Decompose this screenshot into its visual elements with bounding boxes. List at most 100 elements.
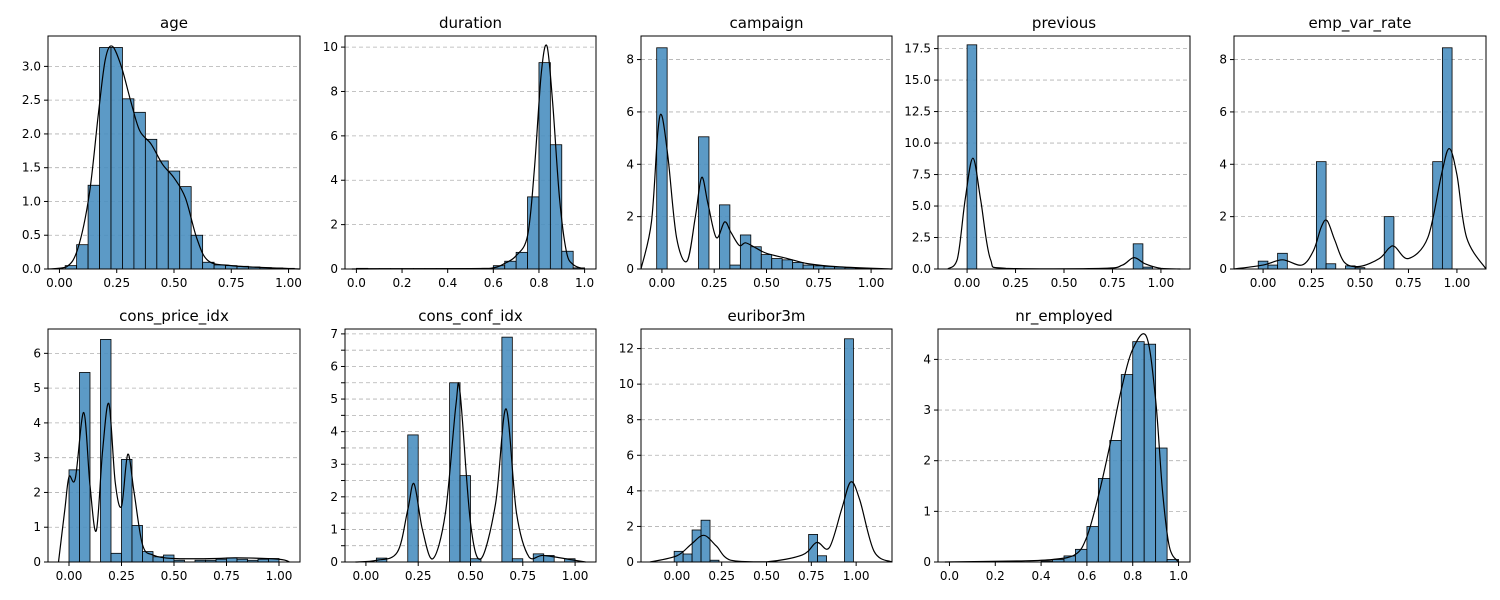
- histogram-bar: [739, 234, 752, 270]
- subplot-title: nr_employed: [1015, 307, 1113, 326]
- y-tick-label: 2: [626, 519, 634, 533]
- y-tick-label: 4: [626, 484, 634, 498]
- x-tick-label: 0.0: [347, 276, 366, 290]
- y-tick-label: 1: [923, 504, 931, 518]
- x-tick-label: 0.50: [161, 276, 188, 290]
- histogram-bar: [817, 555, 827, 563]
- x-tick-label: 0.75: [1099, 276, 1126, 290]
- histogram-bar: [1109, 440, 1122, 563]
- y-tick-label: 0.0: [22, 262, 41, 276]
- kde-curve: [1233, 147, 1487, 270]
- x-tick-label: 0.4: [438, 276, 457, 290]
- y-tick-label: 8: [626, 53, 634, 67]
- subplot-title: age: [160, 14, 188, 32]
- y-tick-label: 6: [626, 105, 634, 119]
- kde-curve: [351, 44, 585, 270]
- histogram-bar: [1325, 263, 1337, 270]
- histogram-bar: [121, 459, 133, 563]
- subplot-title: cons_price_idx: [119, 307, 229, 326]
- y-tick-label: 6: [33, 346, 41, 360]
- histogram-bar: [1315, 161, 1327, 270]
- y-tick-label: 0: [33, 555, 41, 569]
- x-tick-label: 0.00: [56, 569, 83, 583]
- x-tick-label: 1.0: [1169, 569, 1188, 583]
- histogram-bar: [966, 44, 978, 270]
- x-tick-label: 0.2: [986, 569, 1005, 583]
- x-tick-label: 0.8: [529, 276, 548, 290]
- y-tick-label: 2: [330, 218, 338, 232]
- histogram-bar: [1277, 252, 1288, 270]
- histogram-bar: [844, 338, 854, 563]
- histogram-bar: [1143, 343, 1157, 563]
- x-tick-label: 0.6: [484, 276, 503, 290]
- histogram-bar: [1075, 548, 1088, 563]
- y-tick-label: 8: [626, 413, 634, 427]
- y-tick-label: 6: [626, 448, 634, 462]
- x-tick-label: 0.25: [405, 569, 432, 583]
- y-tick-label: 0: [923, 555, 931, 569]
- x-tick-label: 0.50: [753, 276, 780, 290]
- y-tick-label: 2: [1219, 210, 1227, 224]
- y-tick-label: 6: [330, 359, 338, 373]
- y-tick-label: 0: [1219, 262, 1227, 276]
- y-tick-label: 4: [626, 157, 634, 171]
- y-tick-label: 8: [1219, 53, 1227, 67]
- x-tick-label: 0.25: [1298, 276, 1325, 290]
- x-tick-label: 0.6: [1077, 569, 1096, 583]
- x-tick-label: 0.00: [353, 569, 380, 583]
- histogram-bar: [700, 519, 711, 563]
- y-tick-label: 8: [330, 84, 338, 98]
- histogram-bar: [527, 196, 540, 270]
- x-tick-label: 0.0: [940, 569, 959, 583]
- x-tick-label: 0.50: [457, 569, 484, 583]
- x-tick-label: 0.00: [46, 276, 73, 290]
- kde-curve: [355, 382, 586, 563]
- y-tick-label: 10: [323, 40, 338, 54]
- x-tick-label: 0.50: [1347, 276, 1374, 290]
- x-tick-label: 0.50: [753, 569, 780, 583]
- x-tick-label: 0.00: [1250, 276, 1277, 290]
- histogram-bar: [1383, 216, 1395, 270]
- x-tick-label: 0.00: [663, 569, 690, 583]
- histogram-bar: [110, 47, 123, 270]
- y-tick-label: 1.0: [22, 194, 41, 208]
- y-tick-label: 0: [626, 262, 634, 276]
- y-tick-label: 1: [33, 520, 41, 534]
- histogram-bar: [167, 170, 181, 270]
- histogram-bar: [771, 258, 783, 270]
- histogram-bar: [719, 204, 731, 270]
- y-tick-label: 4: [1219, 157, 1227, 171]
- x-tick-label: 0.50: [161, 569, 188, 583]
- histogram-bar: [110, 552, 122, 563]
- x-tick-label: 0.25: [701, 276, 728, 290]
- subplot-duration: 0.0 0.2 0.4 0.6 0.8 1.0 0 2 4 6 8 10 duration: [323, 14, 597, 290]
- x-tick-label: 0.25: [1002, 276, 1029, 290]
- y-tick-label: 5: [330, 392, 338, 406]
- subplot-title: cons_conf_idx: [418, 307, 523, 326]
- histogram-bar: [122, 98, 135, 270]
- histogram-bar: [156, 160, 169, 270]
- kde-curve: [944, 333, 1180, 563]
- y-tick-label: 4: [330, 425, 338, 439]
- y-tick-label: 4: [923, 352, 931, 366]
- histogram-bar: [1120, 374, 1134, 563]
- x-tick-label: 0.50: [1051, 276, 1078, 290]
- histogram-bar: [99, 47, 112, 270]
- histogram-bar: [131, 525, 143, 563]
- x-tick-label: 1.00: [562, 569, 589, 583]
- x-tick-label: 0.25: [103, 276, 130, 290]
- y-tick-label: 12: [619, 342, 634, 356]
- histogram-bar: [68, 469, 80, 563]
- histogram-bar: [656, 47, 668, 270]
- y-tick-label: 17.5: [904, 42, 931, 56]
- y-tick-label: 3: [923, 403, 931, 417]
- histogram-bar: [87, 184, 100, 270]
- x-tick-label: 1.00: [275, 276, 302, 290]
- x-tick-label: 0.75: [213, 569, 240, 583]
- axes-frame: [640, 35, 893, 270]
- y-tick-label: 0: [626, 555, 634, 569]
- y-tick-label: 5.0: [912, 199, 931, 213]
- y-tick-label: 0: [330, 555, 338, 569]
- y-tick-label: 1.5: [22, 161, 41, 175]
- kde-curve: [47, 45, 301, 270]
